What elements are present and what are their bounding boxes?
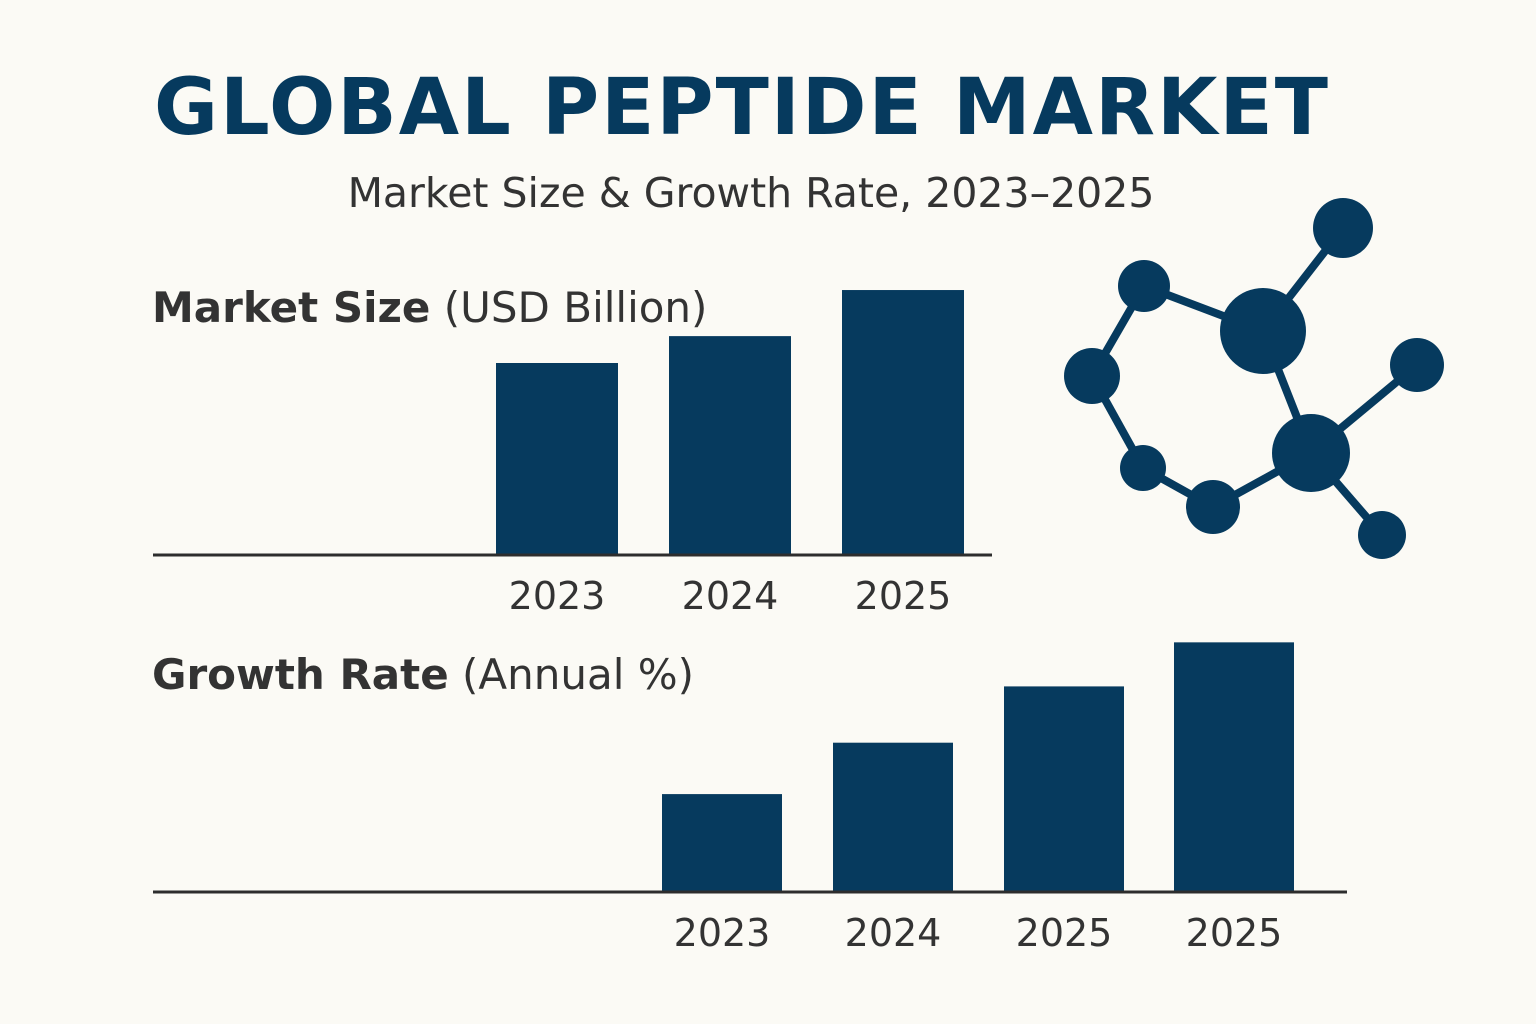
growth-rate-bar-2	[833, 742, 953, 892]
growth-rate-tick-labels: 2023 2024 2025 2025	[674, 911, 1283, 955]
growth-rate-bar-4	[1174, 642, 1294, 892]
growth-rate-bar-1	[662, 794, 782, 892]
molecule-atom	[1118, 260, 1170, 312]
growth-rate-bar-3	[1004, 686, 1124, 892]
market-size-x-tick-label: 2024	[682, 574, 779, 618]
growth-rate-x-tick-label: 2024	[845, 911, 942, 955]
market-size-title-main: Market Size	[152, 283, 430, 332]
molecule-atom	[1272, 414, 1350, 492]
market-size-title-unit: (USD Billion)	[430, 283, 707, 332]
market-size-tick-labels: 2023 2024 2025	[509, 574, 952, 618]
molecule-atom	[1064, 348, 1120, 404]
molecule-atom	[1313, 198, 1373, 258]
market-size-x-tick-label: 2025	[855, 574, 952, 618]
molecule-atom	[1358, 511, 1406, 559]
market-size-chart: Market Size (USD Billion) 2023 2024 2025	[152, 283, 992, 618]
page-subtitle: Market Size & Growth Rate, 2023–2025	[348, 169, 1155, 217]
market-size-bar-1	[496, 363, 618, 555]
growth-rate-x-tick-label: 2023	[674, 911, 771, 955]
growth-rate-x-tick-label: 2025	[1016, 911, 1113, 955]
molecule-icon	[1064, 198, 1444, 559]
growth-rate-x-tick-label: 2025	[1186, 911, 1283, 955]
growth-rate-title-main: Growth Rate	[152, 650, 449, 699]
market-size-x-tick-label: 2023	[509, 574, 606, 618]
market-size-bars	[496, 290, 964, 555]
growth-rate-bars	[662, 642, 1294, 892]
molecule-atom	[1390, 338, 1444, 392]
molecule-atom	[1220, 288, 1306, 374]
market-size-bar-2	[669, 336, 791, 555]
page-title: GLOBAL PEPTIDE MARKET	[154, 63, 1330, 153]
molecule-atom	[1120, 445, 1166, 491]
market-size-bar-3	[842, 290, 964, 555]
market-size-chart-title: Market Size (USD Billion)	[152, 283, 707, 332]
growth-rate-title-unit: (Annual %)	[449, 650, 694, 699]
growth-rate-chart-title: Growth Rate (Annual %)	[152, 650, 694, 699]
growth-rate-chart: Growth Rate (Annual %) 2023 2024 2025 2025	[152, 642, 1347, 955]
molecule-atom	[1186, 480, 1240, 534]
